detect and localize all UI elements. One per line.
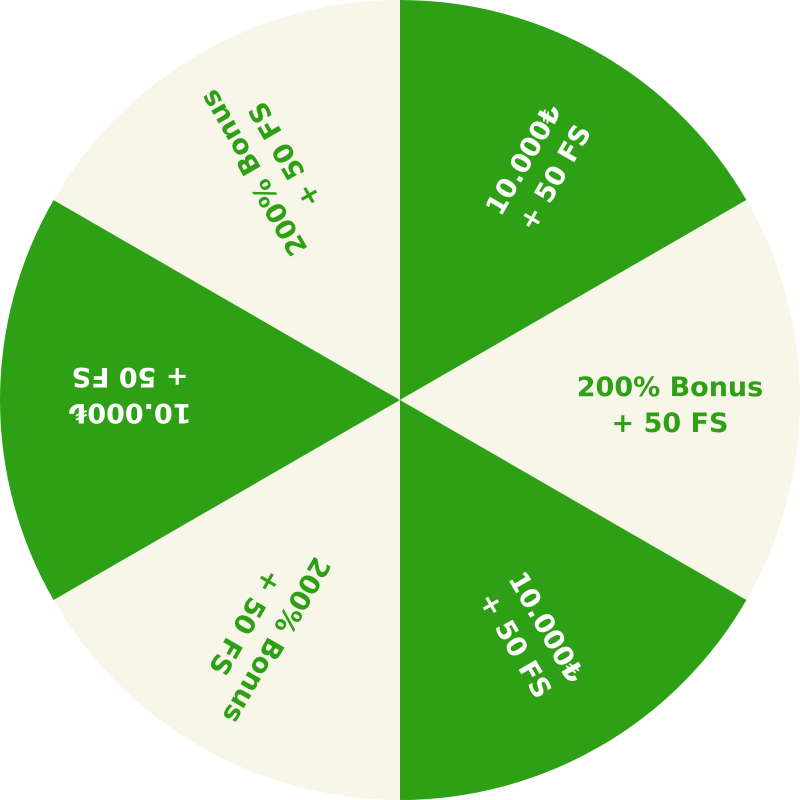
segment-prize-line-2: + 50 FS — [72, 361, 189, 392]
wheel-segment-4 — [53, 400, 401, 800]
wheel-segment-2 — [400, 200, 800, 600]
wheel-segment-label-2: 200% Bonus + 50 FS — [577, 372, 763, 439]
wheel-segment-5 — [0, 200, 400, 600]
wheel-segment-label-5: 10.000₺ + 50 FS — [68, 361, 191, 428]
wheel-segment-3 — [400, 400, 747, 800]
segment-prize-line-2: + 50 FS — [612, 408, 729, 439]
segment-prize-line-1: 200% Bonus — [577, 372, 763, 403]
segment-prize-line-1: 10.000₺ — [68, 397, 191, 428]
wheel-segment-1 — [400, 0, 747, 400]
wheel-segment-6 — [53, 0, 401, 400]
